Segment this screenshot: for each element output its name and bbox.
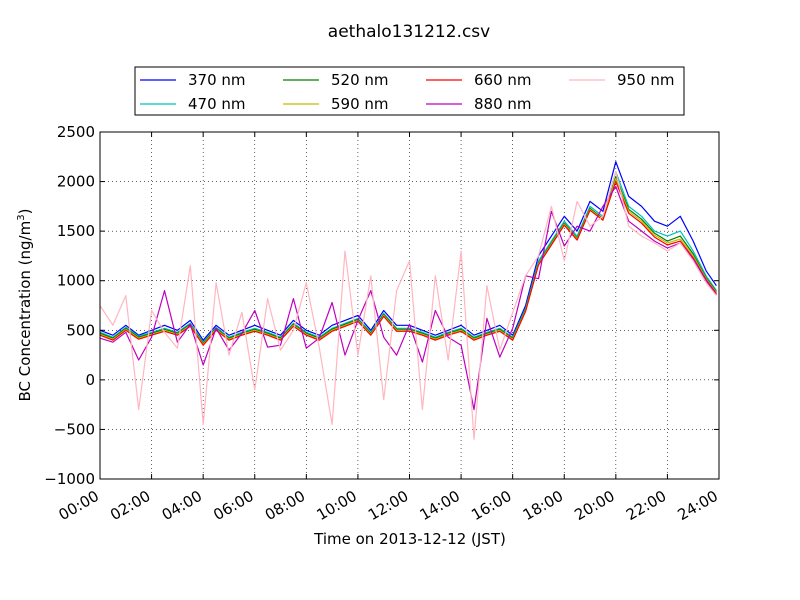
x-tick-label: 06:00 [210, 487, 256, 524]
y-tick-label: 500 [66, 321, 95, 339]
series-line-660-nm [99, 181, 717, 346]
legend: 370 nm 470 nm 520 nm 590 nm 660 nm 880 nm 950 … [134, 66, 685, 116]
x-tick-label: 22:00 [623, 487, 669, 524]
y-tick-label: 2500 [57, 123, 95, 141]
legend-label: 590 nm [331, 95, 389, 113]
x-tick-label: 08:00 [262, 487, 308, 524]
series-line-880-nm [99, 185, 717, 411]
y-axis-label: BC Concentration (ng/m3) [16, 209, 34, 402]
x-tick-label: 00:00 [56, 487, 102, 524]
y-axis-label-end: ) [16, 209, 34, 215]
x-tick-label: 20:00 [571, 487, 617, 524]
legend-item: 370 nm [140, 71, 246, 89]
x-axis-label: Time on 2013-12-12 (JST) [313, 530, 506, 548]
series-line-950-nm [99, 171, 717, 440]
x-tick-label: 16:00 [468, 487, 514, 524]
legend-item: 470 nm [140, 95, 246, 113]
y-tick-label: −1000 [44, 470, 95, 488]
y-axis-label-sup: 3 [16, 214, 27, 220]
chart-title: aethalo131212.csv [328, 22, 490, 42]
legend-label: 520 nm [331, 71, 389, 89]
y-tick-label: 1500 [57, 222, 95, 240]
x-tick-label: 24:00 [675, 487, 721, 524]
x-tick-label: 04:00 [159, 487, 205, 524]
y-tick-label: 0 [85, 371, 95, 389]
legend-item: 590 nm [283, 95, 389, 113]
legend-label: 880 nm [474, 95, 532, 113]
plot-area: 00:00 02:00 04:00 06:00 08:00 10:00 12:00 14:00… [44, 123, 721, 524]
x-tick-label: 10:00 [313, 487, 359, 524]
legend-label: 950 nm [617, 71, 675, 89]
y-tick-label: 2000 [57, 173, 95, 191]
x-tick-label: 14:00 [417, 487, 463, 524]
x-tick-label: 02:00 [107, 487, 153, 524]
legend-item: 520 nm [283, 71, 389, 89]
x-tick-label: 18:00 [520, 487, 566, 524]
legend-item: 660 nm [426, 71, 532, 89]
y-tick-label: 1000 [57, 272, 95, 290]
legend-item: 950 nm [569, 71, 675, 89]
legend-box [134, 66, 685, 116]
legend-item: 880 nm [426, 95, 532, 113]
legend-label: 470 nm [188, 95, 246, 113]
legend-label: 660 nm [474, 71, 532, 89]
y-axis-label-main: BC Concentration (ng/m [16, 221, 34, 402]
series-lines [99, 161, 717, 440]
x-tick-label: 12:00 [365, 487, 411, 524]
legend-label: 370 nm [188, 71, 246, 89]
y-tick-label: −500 [54, 420, 95, 438]
